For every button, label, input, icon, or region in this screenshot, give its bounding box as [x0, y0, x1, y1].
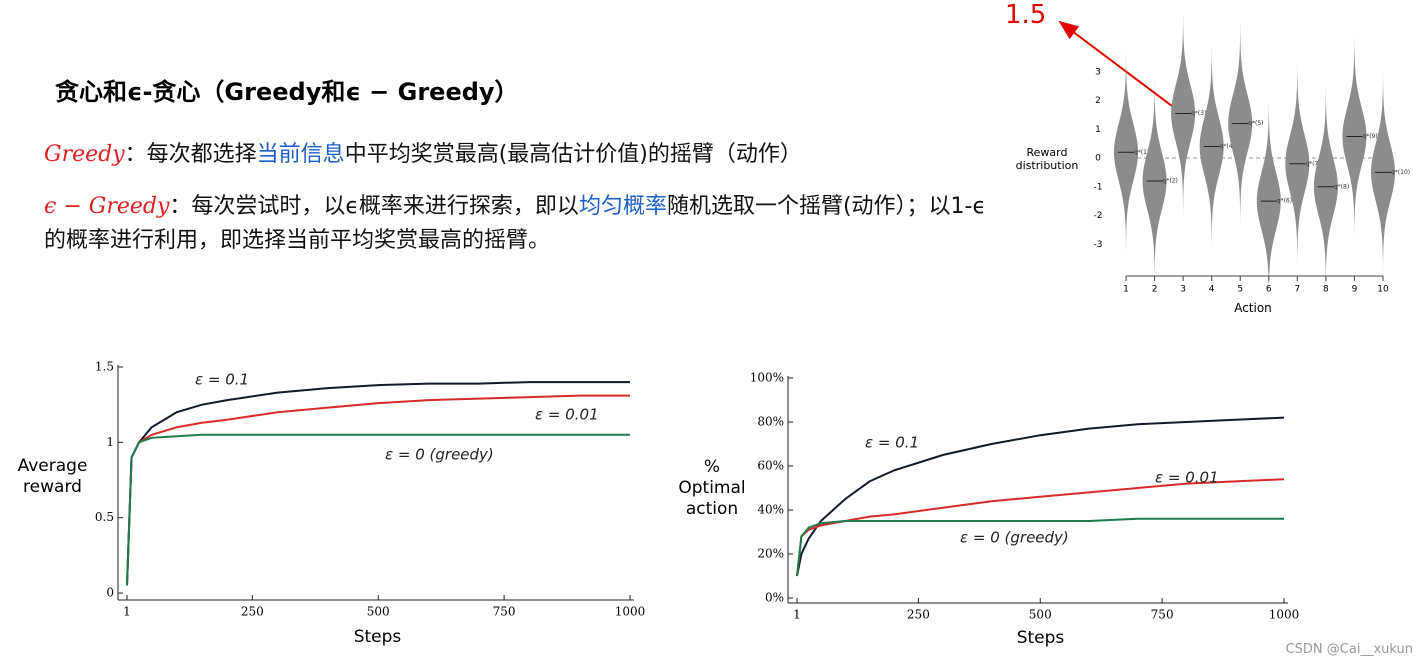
y-tick-label: 1.5	[95, 360, 114, 374]
series-line	[126, 381, 630, 586]
mean-label: q*(5)	[1248, 120, 1263, 127]
y-tick-label: 0.5	[95, 510, 114, 524]
text: ：每次都选择	[124, 142, 257, 167]
annotation-arrow	[1058, 20, 1181, 113]
x-tick-label: 6	[1266, 285, 1272, 295]
y-tick-label: 80%	[757, 415, 784, 429]
slide-title: 贪心和ϵ-贪心（Greedy和ϵ − Greedy）	[55, 78, 519, 106]
x-tick-label: 1	[793, 608, 801, 622]
y-tick-label: 20%	[757, 547, 784, 561]
annotation: 1.5	[1005, 0, 1047, 30]
x-axis-label: Steps	[353, 627, 402, 647]
y-axis-label: % Optimal action	[678, 457, 746, 519]
series-line	[796, 478, 1285, 577]
mean-label: q*(2)	[1163, 178, 1178, 185]
mean-label: q*(10)	[1391, 169, 1410, 176]
x-axis-label: Steps	[1016, 628, 1065, 648]
x-tick-label: 750	[1151, 608, 1174, 622]
y-tick-label: -1	[1094, 182, 1103, 192]
mean-label: q*(1)	[1134, 149, 1149, 156]
x-tick-label: 4	[1209, 285, 1215, 295]
paragraph: Greedy：每次都选择当前信息中平均奖赏最高(最高估计价值)的摇臂（动作）	[44, 138, 1004, 172]
series-label: ε = 0.1	[865, 434, 919, 452]
paragraph: ϵ − Greedy：每次尝试时，以ϵ概率来进行探索，即以均匀概率随机选取一个摇…	[44, 190, 1004, 258]
x-tick-label: 1	[1123, 285, 1129, 295]
x-tick-label: 250	[241, 605, 264, 619]
x-tick-label: 250	[907, 608, 930, 622]
y-tick-label: 1	[1095, 125, 1101, 135]
y-tick-label: 60%	[757, 459, 784, 473]
highlight: 当前信息	[256, 142, 345, 167]
y-tick-label: 0	[106, 586, 114, 600]
series-line	[796, 517, 1284, 577]
x-tick-label: 750	[493, 605, 516, 619]
series-line	[126, 394, 630, 586]
y-tick-label: 0%	[765, 591, 784, 605]
mean-label: q*(9)	[1362, 133, 1377, 140]
y-tick-label: 40%	[757, 503, 784, 517]
y-tick-label: 1	[106, 435, 114, 449]
mean-label: q*(4)	[1220, 143, 1235, 150]
mean-label: q*(7)	[1305, 160, 1320, 167]
watermark: CSDN @Cai__xukun	[1285, 642, 1413, 657]
text: ：每次尝试时，以ϵ概率来进行探索，即以	[169, 194, 579, 219]
text: 随机选取一个摇臂(动作）；以1-ϵ的概率进行利用，即选择当前平均奖赏最高的摇臂。	[44, 194, 987, 253]
x-tick-label: 8	[1323, 285, 1329, 295]
series-label: ε = 0 (greedy)	[385, 446, 494, 464]
y-tick-label: -3	[1094, 240, 1103, 250]
mean-label: q*(6)	[1277, 198, 1292, 205]
y-tick-label: 2	[1095, 96, 1101, 106]
x-tick-label: 1000	[1269, 608, 1300, 622]
series-label: ε = 0 (greedy)	[960, 529, 1069, 547]
y-tick-label: 3	[1095, 67, 1101, 77]
x-tick-label: 3	[1180, 285, 1186, 295]
highlight: 均匀概率	[578, 194, 667, 219]
series-line	[796, 416, 1285, 577]
x-tick-label: 7	[1294, 285, 1300, 295]
term: ϵ − Greedy	[44, 194, 170, 219]
x-tick-label: 9	[1352, 285, 1358, 295]
text: 中平均奖赏最高(最高估计价值)的摇臂（动作）	[344, 142, 802, 167]
mean-label: q*(8)	[1334, 183, 1349, 190]
mean-label: q*(3)	[1191, 110, 1206, 117]
x-tick-label: 500	[1029, 608, 1052, 622]
x-tick-label: 1	[123, 605, 131, 619]
x-tick-label: 500	[367, 605, 390, 619]
series-label: ε = 0.1	[195, 371, 249, 389]
x-tick-label: 10	[1377, 285, 1389, 295]
y-axis-label: Reward distribution	[1015, 146, 1079, 172]
x-tick-label: 2	[1152, 285, 1158, 295]
y-tick-label: -2	[1094, 211, 1103, 221]
term: Greedy	[44, 142, 125, 167]
series-line	[126, 433, 630, 586]
y-tick-label: 0	[1095, 154, 1101, 164]
x-axis-label: Action	[1234, 301, 1272, 315]
x-tick-label: 5	[1237, 285, 1243, 295]
x-tick-label: 1000	[615, 605, 646, 619]
y-tick-label: 100%	[750, 371, 784, 385]
y-axis-label: Average reward	[17, 456, 88, 497]
series-label: ε = 0.01	[535, 406, 599, 424]
series-label: ε = 0.01	[1155, 469, 1219, 487]
